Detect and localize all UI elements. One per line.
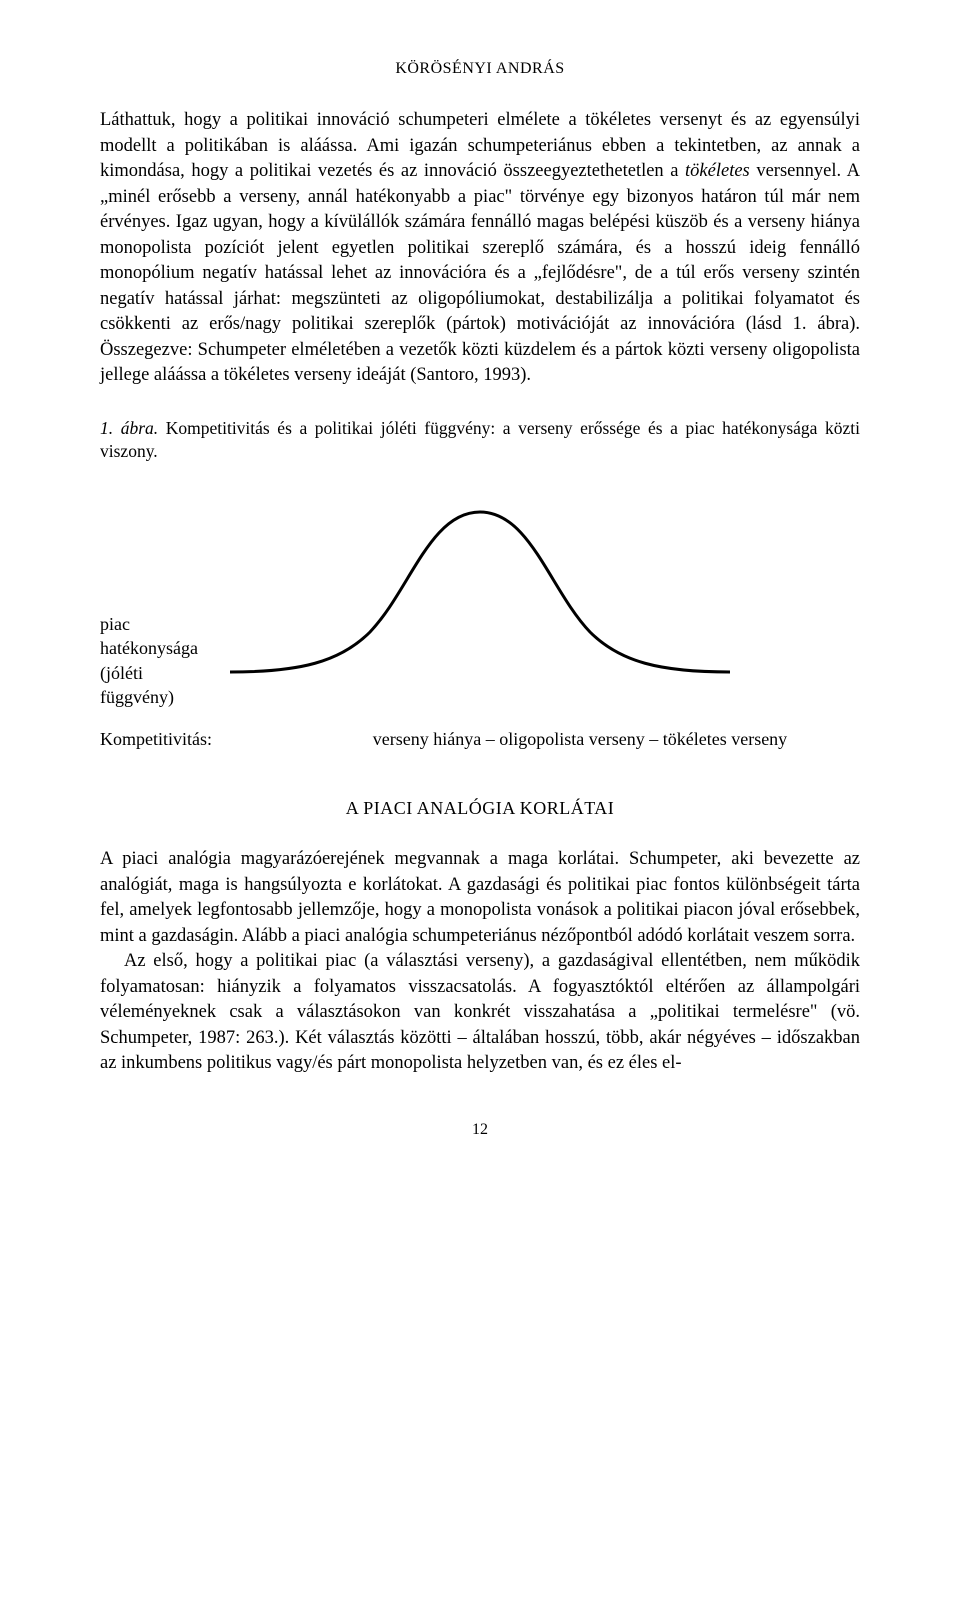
chart-labels: piac hatékonysága (jóléti függvény) [100, 612, 860, 709]
chart-container: piac hatékonysága (jóléti függvény) Komp… [100, 472, 860, 750]
figure-caption-text: Kompetitivitás és a politikai jóléti füg… [100, 418, 860, 462]
paragraph-block-2: A piaci analógia magyarázóerejének megva… [100, 847, 860, 1077]
paragraph-1: Láthattuk, hogy a politikai innováció sc… [100, 108, 860, 389]
paragraph-3: Az első, hogy a politikai piac (a válasz… [100, 949, 860, 1077]
y-label-line2: hatékonysága [100, 636, 300, 660]
y-label-line4: függvény) [100, 685, 300, 709]
x-axis-values: verseny hiánya – oligopolista verseny – … [300, 729, 860, 750]
y-label-line1: piac [100, 612, 300, 636]
author-header: KÖRÖSÉNYI ANDRÁS [100, 60, 860, 78]
section-heading: A PIACI ANALÓGIA KORLÁTAI [100, 798, 860, 819]
figure-number: 1. ábra. [100, 418, 158, 438]
x-axis-label: Kompetitivitás: [100, 729, 300, 750]
page-number: 12 [100, 1121, 860, 1139]
paragraph-2: A piaci analógia magyarázóerejének megva… [100, 847, 860, 949]
para1-part-b: versennyel. A „minél erősebb a verseny, … [100, 161, 860, 385]
x-axis-row: Kompetitivitás: verseny hiánya – oligopo… [100, 729, 860, 750]
para1-italic: tökéletes [685, 161, 750, 181]
y-axis-label: piac hatékonysága (jóléti függvény) [100, 612, 300, 709]
y-label-line3: (jóléti [100, 661, 300, 685]
figure-caption: 1. ábra. Kompetitivitás és a politikai j… [100, 417, 860, 464]
